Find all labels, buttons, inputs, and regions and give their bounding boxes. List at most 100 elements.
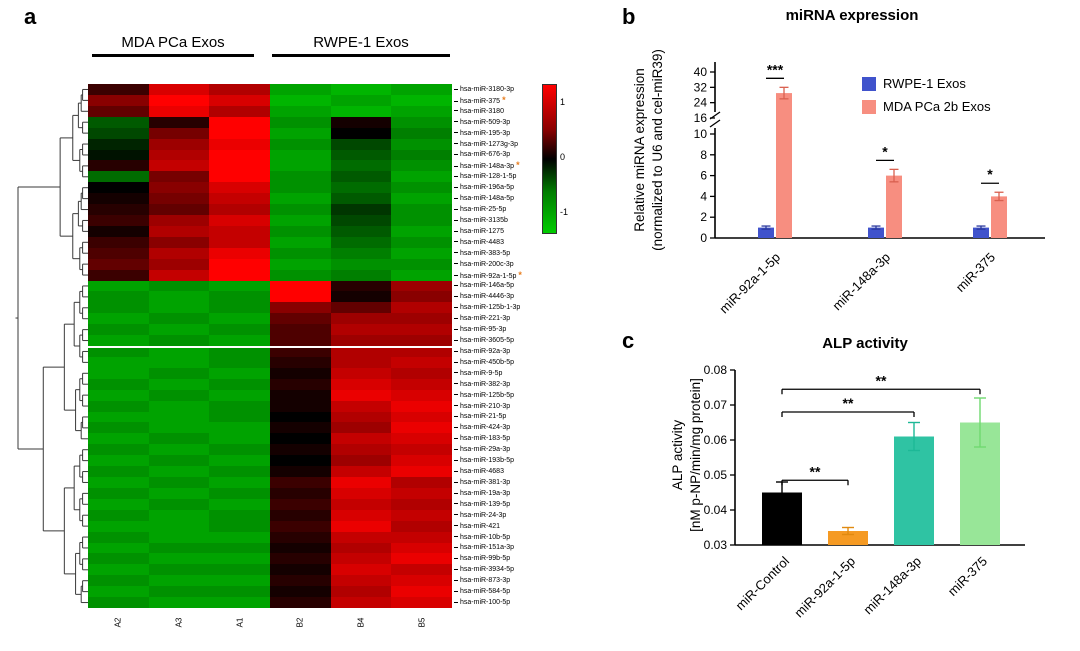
heatmap-cell: [209, 302, 270, 314]
heatmap-cell: [148, 487, 210, 499]
heatmap-cell: [330, 193, 392, 205]
heatmap-cell: [330, 204, 392, 215]
heatmap-cell: [148, 411, 210, 423]
heatmap-cell: [391, 258, 452, 270]
heatmap-cell: [209, 455, 270, 467]
heatmap-cell: [148, 160, 210, 172]
heatmap-cell: [209, 258, 270, 270]
bar-mda-pca-exos: [991, 196, 1007, 238]
bar-mda-pca-exos: [886, 175, 902, 238]
heatmap-cell: [148, 455, 210, 467]
heatmap-cell: [270, 247, 331, 259]
heatmap-cell: [148, 127, 210, 139]
heatmap-cell: [209, 138, 270, 150]
heatmap-cell: [88, 182, 149, 194]
heatmap-cell: [88, 193, 149, 205]
heatmap-cell: [330, 269, 392, 281]
heatmap-row-label: hsa-miR-148a-5p: [454, 195, 514, 202]
heatmap-cell: [209, 487, 270, 499]
heatmap-row-label: hsa-miR-424-3p: [454, 424, 510, 431]
heatmap-cell: [148, 433, 210, 445]
starred-mirna-marker: *: [516, 160, 520, 171]
heatmap-cell: [209, 236, 270, 248]
heatmap-cell: [209, 389, 270, 401]
heatmap-row-labels: hsa-miR-3180-3p hsa-miR-375 * hsa-miR-3180 h…: [454, 84, 540, 608]
heatmap-cell: [148, 564, 210, 576]
heatmap-cell: [209, 160, 270, 172]
heatmap-column-label: A1: [209, 610, 270, 640]
heatmap-row-label: hsa-miR-151a-3p: [454, 544, 514, 551]
heatmap-cell: [330, 400, 392, 412]
y-tick-label: 0.04: [704, 503, 728, 517]
heatmap-cell: [88, 531, 149, 543]
chart-c-ylabel-line1: ALP activity: [670, 420, 685, 491]
heatmap-cell: [88, 204, 149, 215]
heatmap-cell: [270, 182, 331, 194]
chart-b-title: miRNA expression: [786, 7, 919, 24]
heatmap-cell: [391, 324, 452, 336]
y-tick-label: 6: [700, 169, 707, 183]
heatmap-cell: [209, 94, 270, 106]
heatmap-cell: [88, 477, 149, 488]
panel-a-label: a: [24, 4, 37, 29]
legend-label-rwpe1: RWPE-1 Exos: [883, 76, 966, 91]
heatmap-cell: [391, 400, 452, 412]
heatmap-cell: [148, 389, 210, 401]
bar-miR-92a-1-5p: [828, 531, 868, 545]
heatmap-cell: [148, 444, 210, 456]
heatmap-row-label: hsa-miR-381-3p: [454, 479, 510, 486]
heatmap-row-label: hsa-miR-4446-3p: [454, 293, 514, 300]
legend-swatch-rwpe1: [862, 76, 876, 91]
heatmap-row-label: hsa-miR-9-5p: [454, 370, 502, 377]
significance-stars: *: [882, 143, 888, 159]
heatmap-cell: [391, 236, 452, 248]
heatmap-cell: [330, 160, 392, 172]
heatmap-cell: [330, 444, 392, 456]
heatmap-cell: [209, 575, 270, 587]
heatmap-cell: [391, 280, 452, 292]
bar-mda-pca-exos: [776, 93, 792, 238]
heatmap-cell: [148, 531, 210, 543]
heatmap-row-label: hsa-miR-1273g-3p: [454, 141, 518, 148]
heatmap-cell: [330, 127, 392, 139]
heatmap-cell: [209, 269, 270, 281]
heatmap-cell: [209, 586, 270, 598]
heatmap-cell: [88, 509, 149, 521]
heatmap-cell: [209, 280, 270, 292]
heatmap-cell: [391, 247, 452, 259]
heatmap-cell: [270, 498, 331, 510]
heatmap-cell: [88, 466, 149, 477]
heatmap-cell: [391, 182, 452, 194]
heatmap-cell: [148, 247, 210, 259]
heatmap-cell: [330, 520, 392, 532]
heatmap-cell: [209, 444, 270, 456]
heatmap-cell: [270, 94, 331, 106]
x-category-label: miR-375: [945, 554, 990, 599]
heatmap-cell: [391, 105, 452, 117]
heatmap-cell: [209, 422, 270, 434]
heatmap-cell: [88, 291, 149, 303]
heatmap-cell: [391, 531, 452, 543]
heatmap-cell: [391, 335, 452, 346]
y-tick-label: 0: [700, 231, 707, 245]
heatmap-column-label-text: A1: [235, 617, 245, 628]
heatmap-cell: [391, 586, 452, 598]
heatmap-cell: [148, 466, 210, 477]
significance-stars: *: [987, 166, 993, 182]
heatmap-row-label: hsa-miR-196a-5p: [454, 184, 514, 191]
heatmap-row-label: hsa-miR-25-5p: [454, 206, 506, 213]
heatmap-cell: [330, 171, 392, 183]
heatmap-row-label: hsa-miR-100-5p: [454, 599, 510, 606]
heatmap-cell: [270, 564, 331, 576]
heatmap-cell: [270, 204, 331, 215]
heatmap-cell: [330, 291, 392, 303]
heatmap-cell: [330, 258, 392, 270]
legend-item-mda: MDA PCa 2b Exos: [862, 99, 991, 114]
heatmap-cell: [391, 269, 452, 281]
bar-rwpe1-exos: [758, 227, 774, 238]
heatmap-cell: [209, 498, 270, 510]
bar-rwpe1-exos: [868, 227, 884, 238]
heatmap-row-label: hsa-miR-509-3p: [454, 119, 510, 126]
heatmap-cell: [88, 455, 149, 467]
heatmap-cell: [88, 236, 149, 248]
